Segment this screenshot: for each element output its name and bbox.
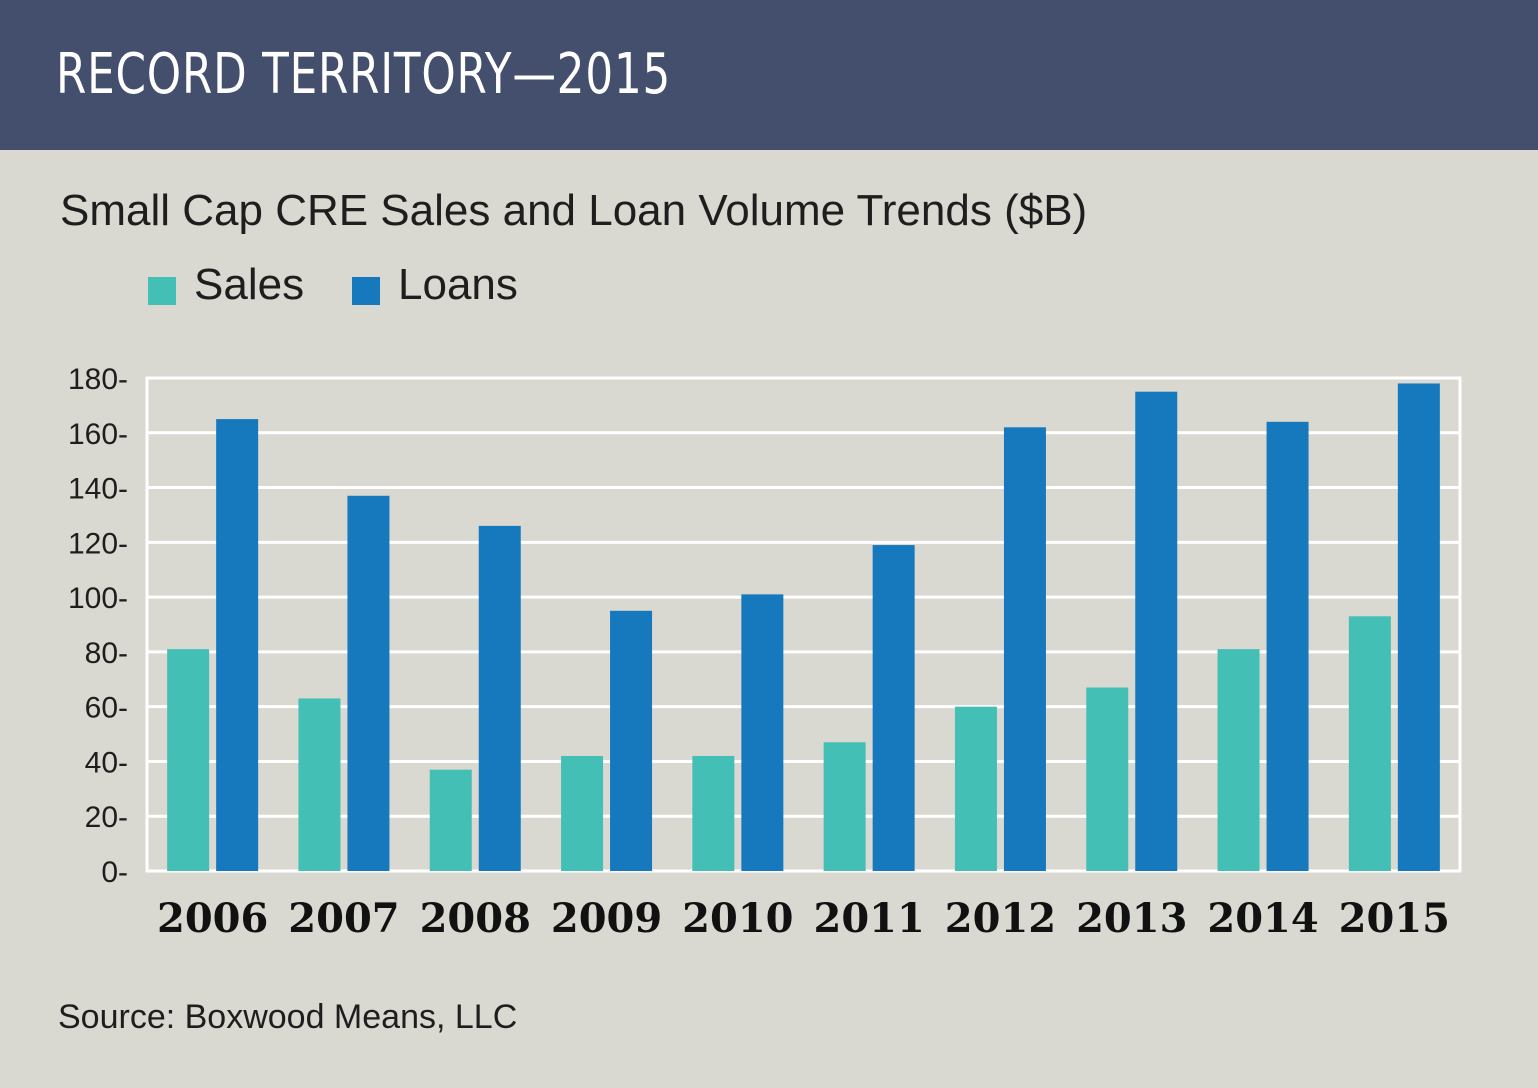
y-axis: 0- 20- 40- 60- 80- 100- 120- 140- 160- 180- <box>68 363 128 889</box>
bar-loans-2006 <box>216 419 259 871</box>
x-tick-label: 2008 <box>420 895 531 942</box>
y-tick-label: 180- <box>68 363 128 396</box>
y-tick-label: 0- <box>101 856 128 889</box>
bar-sales-2014 <box>1217 649 1260 871</box>
legend-swatch-sales <box>148 277 176 305</box>
bar-sales-2011 <box>823 742 866 871</box>
bar-sales-2006 <box>167 649 210 871</box>
bar-sales-2015 <box>1348 616 1391 871</box>
legend-swatch-loans <box>352 277 380 305</box>
y-tick-label: 40- <box>85 746 128 779</box>
bar-loans-2014 <box>1266 421 1309 871</box>
bar-sales-2013 <box>1086 687 1129 871</box>
source-note: Source: Boxwood Means, LLC <box>58 998 518 1036</box>
x-tick-label: 2013 <box>1076 895 1187 942</box>
bar-loans-2015 <box>1397 383 1440 871</box>
x-tick-label: 2010 <box>682 895 793 942</box>
bar-sales-2012 <box>954 706 997 871</box>
y-tick-label: 100- <box>68 582 128 615</box>
plot-area <box>145 376 1462 873</box>
bar-sales-2007 <box>298 698 341 871</box>
bar-sales-2009 <box>561 755 604 871</box>
y-tick-label: 60- <box>85 692 128 725</box>
y-tick-label: 120- <box>68 527 128 560</box>
bar-sales-2010 <box>692 755 735 871</box>
bar-loans-2011 <box>872 545 915 871</box>
legend-label-sales: Sales <box>194 260 305 309</box>
legend-label-loans: Loans <box>398 260 518 309</box>
header-banner: RECORD TERRITORY—2015 <box>0 0 1538 150</box>
x-tick-label: 2009 <box>551 895 662 942</box>
y-tick-label: 20- <box>85 801 128 834</box>
header-title: RECORD TERRITORY—2015 <box>56 42 672 107</box>
chart-title: Small Cap CRE Sales and Loan Volume Tren… <box>60 186 1088 235</box>
x-axis: 2006 2007 2008 2009 2010 2011 2012 2013 2014 2015 <box>157 895 1450 942</box>
y-tick-label: 80- <box>85 637 128 670</box>
x-tick-label: 2014 <box>1207 895 1318 942</box>
x-tick-label: 2006 <box>157 895 268 942</box>
bar-loans-2008 <box>478 525 521 871</box>
bar-loans-2009 <box>610 610 653 871</box>
bar-sales-2008 <box>429 769 472 871</box>
x-tick-label: 2011 <box>813 895 924 942</box>
x-tick-label: 2007 <box>288 895 399 942</box>
bar-loans-2012 <box>1003 427 1046 871</box>
bar-loans-2007 <box>347 495 390 871</box>
bar-loans-2013 <box>1135 391 1178 871</box>
x-tick-label: 2012 <box>945 895 1056 942</box>
y-tick-label: 140- <box>68 473 128 506</box>
x-tick-label: 2015 <box>1339 895 1450 942</box>
bars <box>167 383 1440 871</box>
y-tick-label: 160- <box>68 418 128 451</box>
bar-loans-2010 <box>741 594 784 871</box>
gridlines <box>147 376 1460 873</box>
